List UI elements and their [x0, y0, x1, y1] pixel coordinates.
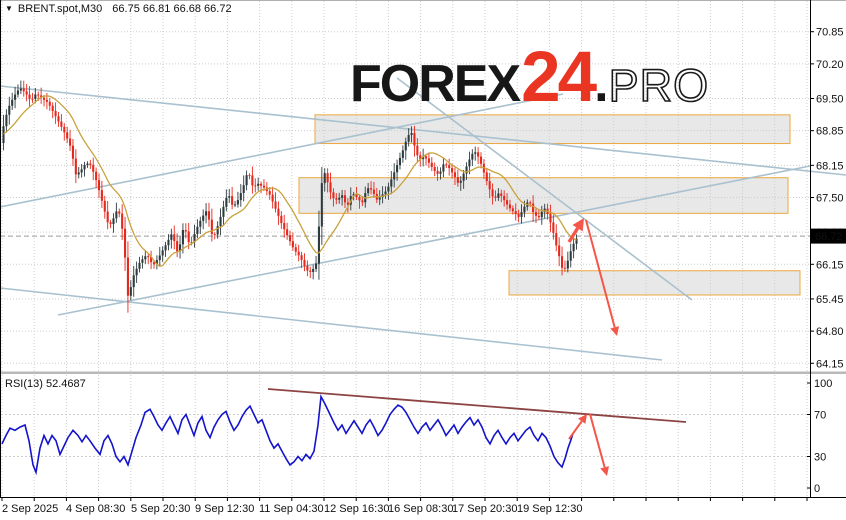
rsi-axis-label: 100 — [814, 378, 832, 390]
ohlc-readout: 66.75 66.81 66.68 66.72 — [112, 3, 232, 15]
ma-fast-line — [3, 95, 577, 267]
time-axis[interactable]: 2 Sep 2025 4 Sep 08:30 5 Sep 20:30 9 Sep 12… — [1, 497, 808, 516]
svg-text:66.72: 66.72 — [815, 231, 843, 243]
price-axis-label: 70.85 — [816, 27, 844, 39]
price-axis[interactable]: 70.8570.2069.5068.8568.1567.5066.8066.15… — [810, 27, 844, 371]
price-axis-label: 65.45 — [816, 294, 844, 306]
rsi-trendline — [267, 388, 687, 423]
trendlines — [0, 77, 846, 361]
time-axis-label: 4 Sep 08:30 — [66, 503, 125, 515]
rsi-axis-label: 0 — [814, 483, 820, 495]
current-price-badge: 66.72 — [810, 228, 846, 244]
price-axis-label: 70.20 — [816, 59, 844, 71]
time-axis-label: 5 Sep 20:30 — [131, 503, 190, 515]
support-resistance-zones — [298, 114, 801, 296]
time-axis-label: 12 Sep 16:30 — [324, 503, 389, 515]
grid-lines — [1, 1, 810, 496]
price-axis-label: 67.50 — [816, 192, 844, 204]
rsi-axis[interactable]: 100 70 30 0 — [807, 378, 832, 495]
price-axis-label: 66.15 — [816, 259, 844, 271]
symbol-title: ▼ BRENT.spot,M30 66.75 66.81 66.68 66.72 — [5, 3, 232, 15]
time-axis-label: 16 Sep 08:30 — [388, 503, 453, 515]
price-axis-label: 68.85 — [816, 126, 844, 138]
rsi-axis-label: 70 — [814, 410, 826, 422]
time-axis-label: 2 Sep 2025 — [2, 503, 58, 515]
rsi-line — [1, 393, 574, 476]
rsi-indicator-label: RSI(13) 52.4687 — [5, 378, 86, 390]
price-axis-label: 69.50 — [816, 94, 844, 106]
time-axis-label: 11 Sep 04:30 — [259, 503, 324, 515]
price-axis-label: 64.15 — [816, 358, 844, 370]
time-axis-label: 9 Sep 12:30 — [195, 503, 254, 515]
rsi-axis-label: 30 — [814, 452, 826, 464]
chevron-down-icon[interactable]: ▼ — [5, 4, 13, 13]
forecast-arrows — [567, 218, 620, 476]
time-axis-label: 17 Sep 20:30 — [452, 503, 517, 515]
time-axis-label: 19 Sep 12:30 — [517, 503, 582, 515]
price-axis-label: 68.15 — [816, 160, 844, 172]
candlesticks — [2, 80, 578, 313]
symbol-timeframe-label: BRENT.spot,M30 — [17, 3, 103, 15]
price-axis-label: 64.80 — [816, 326, 844, 338]
